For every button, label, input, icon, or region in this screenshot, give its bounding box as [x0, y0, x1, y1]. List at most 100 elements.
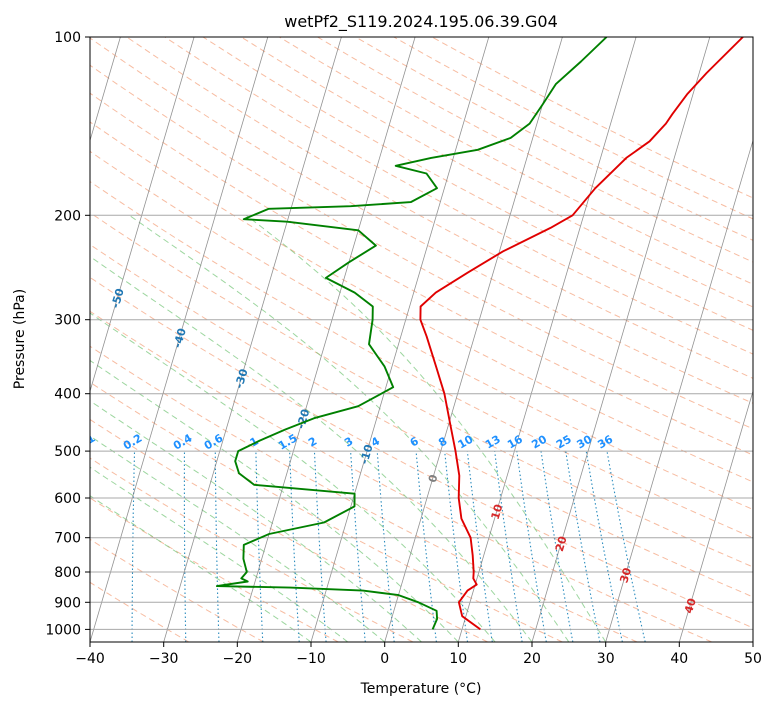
isotherm-line: [90, 37, 269, 642]
mixing-ratio-label: 3: [342, 435, 355, 450]
x-axis-ticks: −40 −30 −20 −10 0 10 20 30 40 50: [75, 642, 762, 667]
isotherms: [90, 37, 753, 642]
mixing-ratio-line: [289, 451, 300, 642]
temperature-line: [419, 37, 744, 631]
dry-adiabat-line: [90, 345, 638, 642]
mixing-ratio-labels: 0.1 0.2 0.4 0.6 1 1.5 2 3 4 6 8 10 13 16 20 25 30 36: [74, 431, 615, 453]
y-axis-ticks: 100 200 300 400 500 600 700 800 900 1000: [45, 30, 90, 638]
dry-adiabat-line: [90, 37, 753, 404]
mixing-ratio-label: 8: [436, 435, 449, 450]
x-axis-label: Temperature (°C): [360, 681, 482, 697]
y-tick-label: 500: [54, 444, 81, 460]
mixing-ratio-line: [131, 451, 136, 642]
mixing-ratio-label: 13: [483, 433, 503, 452]
mixing-ratio-label: 0.4: [171, 431, 195, 452]
dry-adiabat-line: [431, 37, 753, 199]
profile-lines: [215, 37, 744, 631]
x-tick-label: −20: [223, 651, 253, 667]
y-tick-label: 800: [54, 565, 81, 581]
isotherm-line: [310, 37, 490, 642]
mixing-ratio-line: [82, 451, 88, 642]
dry-adiabats: [90, 37, 753, 642]
y-tick-label: 400: [54, 387, 81, 403]
mixing-ratio-label: 20: [529, 432, 549, 451]
dry-adiabat-line: [202, 37, 753, 331]
isotherm-label: -30: [233, 367, 251, 390]
mixing-ratio-label: 0.2: [121, 432, 144, 453]
dry-adiabat-line: [90, 180, 753, 539]
mixing-ratio-line: [255, 451, 264, 642]
x-tick-label: 30: [597, 651, 615, 667]
y-tick-label: 700: [54, 531, 81, 547]
mixing-ratio-line: [466, 451, 493, 642]
dry-adiabat-line: [90, 310, 712, 642]
isotherm-label: -10: [358, 443, 376, 466]
mixing-ratio-line: [214, 451, 220, 642]
moist-adiabat-line: [90, 495, 312, 642]
x-tick-label: 0: [380, 651, 389, 667]
isotherm-line: [457, 37, 637, 642]
y-tick-label: 1000: [45, 622, 81, 638]
y-tick-label: 600: [54, 491, 81, 507]
mixing-ratio-label: 10: [456, 432, 476, 451]
isotherm-label: 20: [553, 534, 570, 553]
isotherm-line: [752, 640, 753, 642]
isotherm-line: [236, 37, 416, 642]
pressure-gridlines: [90, 37, 753, 630]
dry-adiabat-line: [90, 243, 753, 598]
isotherm-label: -40: [171, 326, 189, 349]
mixing-ratio-line: [313, 451, 327, 642]
isotherm-label: 10: [489, 502, 506, 521]
x-tick-label: 50: [744, 651, 762, 667]
isotherm-label: -60: [49, 241, 67, 264]
dry-adiabat-line: [90, 538, 264, 642]
isotherm-label: 0: [426, 473, 441, 484]
mixing-ratio-line: [565, 451, 601, 642]
y-tick-label: 900: [54, 595, 81, 611]
mixing-ratio-label: 16: [505, 432, 525, 451]
y-axis-label: Pressure (hPa): [12, 289, 28, 389]
mixing-ratio-line: [376, 451, 395, 642]
dry-adiabat-line: [90, 457, 414, 642]
mixing-ratio-line: [444, 451, 469, 642]
x-tick-label: −10: [296, 651, 326, 667]
mixing-ratio-line: [606, 451, 646, 642]
dry-adiabat-line: [90, 212, 753, 568]
dry-adiabat-line: [90, 418, 488, 642]
dry-adiabat-line: [393, 37, 753, 220]
isotherm-line: [384, 37, 563, 642]
isotherm-line: [678, 389, 753, 642]
x-tick-label: 40: [670, 651, 688, 667]
dry-adiabat-line: [279, 37, 753, 285]
dry-adiabat-line: [90, 276, 753, 629]
dry-adiabat-line: [90, 64, 753, 430]
moist-adiabat-line: [90, 255, 533, 642]
plot-area: -100-90-80-70-60-50-40-30-20-10010203040…: [49, 37, 753, 642]
isotherm-line: [163, 37, 342, 642]
y-tick-label: 300: [54, 313, 81, 329]
chart-title: wetPf2_S119.2024.195.06.39.G04: [284, 12, 558, 32]
dry-adiabat-line: [90, 92, 753, 456]
dry-adiabat-line: [90, 497, 339, 642]
isotherm-label: 30: [617, 566, 634, 585]
isotherm-line: [90, 37, 195, 393]
moist-adiabat-line: [129, 214, 570, 642]
mixing-ratio-label: 6: [408, 434, 421, 449]
x-tick-label: −30: [149, 651, 179, 667]
isotherm-label: -20: [294, 407, 312, 430]
mixing-ratio-label: 2: [306, 435, 319, 450]
dry-adiabat-line: [240, 37, 753, 308]
isotherm-label: -50: [109, 287, 127, 310]
plot-frame: [89, 36, 754, 643]
mixing-ratio-line: [415, 451, 437, 642]
x-tick-label: −40: [75, 651, 105, 667]
isotherm-label: 40: [682, 596, 699, 615]
moist-adiabat-line: [245, 214, 607, 642]
moist-adiabat-line: [90, 312, 496, 642]
isotherm-line: [531, 37, 711, 642]
moist-adiabat-line: [90, 359, 459, 642]
mixing-ratio-label: 0.1: [74, 432, 97, 453]
dewpoint-line: [215, 37, 608, 630]
